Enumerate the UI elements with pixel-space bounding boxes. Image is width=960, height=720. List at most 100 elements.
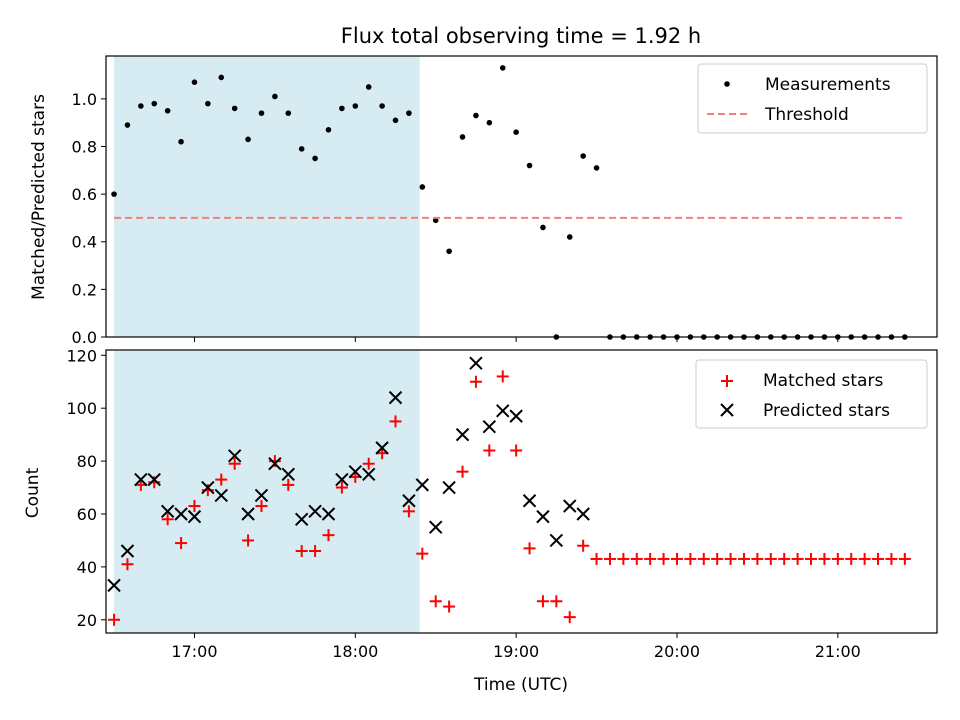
matched-stars-point <box>590 552 603 565</box>
matched-stars-point <box>550 595 563 608</box>
measurements-point <box>151 100 158 107</box>
matched-stars-point <box>536 595 549 608</box>
matched-stars-point <box>805 552 818 565</box>
y-tick-label: 40 <box>77 558 97 577</box>
measurements-point <box>540 224 546 231</box>
matched-stars-point <box>764 552 777 565</box>
measurements-point <box>566 234 573 240</box>
matched-stars-point <box>483 444 496 457</box>
measurements-point <box>593 165 600 171</box>
predicted-stars-point-b <box>576 507 590 521</box>
predicted-stars-point <box>120 544 135 558</box>
predicted-stars-point <box>402 494 416 508</box>
matched-stars-point <box>845 552 858 565</box>
predicted-stars-point-b <box>107 578 121 593</box>
x-tick-label: 18:00 <box>332 642 378 661</box>
predicted-stars-point-b <box>469 356 483 370</box>
matched-stars-point <box>577 539 590 552</box>
predicted-stars-point <box>241 507 255 521</box>
predicted-stars-point-b <box>388 390 403 405</box>
matched-stars-point <box>778 552 791 565</box>
matched-stars-point <box>711 552 724 565</box>
matched-stars-point <box>456 465 469 478</box>
legend-predicted-marker <box>720 403 734 417</box>
matched-stars-point <box>523 542 536 555</box>
bottom-panel-legend: Matched stars Predicted stars <box>695 359 928 429</box>
x-tick-label: 21:00 <box>815 642 861 661</box>
bottom-panel-x-label: Time (UTC) <box>473 675 568 695</box>
measurements-point <box>272 93 278 100</box>
matched-stars-point <box>282 478 295 491</box>
measurements-point <box>339 105 345 112</box>
measurements-point <box>325 127 332 133</box>
predicted-stars-point <box>348 464 363 479</box>
predicted-stars-point-b <box>429 520 443 534</box>
legend-matched-marker <box>721 375 733 387</box>
measurements-point <box>218 74 225 81</box>
bottom-panel-frame <box>105 349 938 634</box>
bottom-panel: 20 40 60 80 100 120 17:00 18:00 19:00 20:00 21:00… <box>23 346 938 695</box>
matched-stars-point <box>416 547 429 560</box>
predicted-stars-point-b <box>509 409 523 423</box>
predicted-stars-point <box>522 494 537 508</box>
measurements-point <box>298 146 305 152</box>
top-panel-frame <box>105 55 938 338</box>
predicted-stars-point-b <box>294 512 309 526</box>
y-tick-label: 0.0 <box>72 328 97 347</box>
predicted-stars-point <box>536 509 550 524</box>
predicted-stars-point-b <box>187 509 202 524</box>
bottom-panel-y-ticks: 20 40 60 80 100 120 <box>66 346 106 630</box>
predicted-stars-point-b <box>241 507 255 521</box>
y-tick-label: 0.4 <box>72 233 97 252</box>
matched-stars-point <box>724 552 737 565</box>
matched-stars-point <box>630 552 643 565</box>
bottom-panel-x-ticks: 17:00 18:00 19:00 20:00 21:00 <box>171 633 861 661</box>
matched-stars-point <box>389 415 402 428</box>
predicted-stars-point <box>308 504 322 519</box>
predicted-stars-point <box>214 488 228 503</box>
predicted-stars-point-b <box>120 544 135 558</box>
matched-stars-point <box>563 611 576 624</box>
predicted-stars-point <box>482 419 497 434</box>
predicted-stars-point <box>563 499 577 513</box>
measurements-point <box>124 122 131 128</box>
measurements-point <box>379 103 385 109</box>
measurements-point <box>312 155 318 162</box>
matched-stars-point <box>737 552 750 565</box>
predicted-stars-point <box>134 472 148 487</box>
matched-stars-point <box>791 552 804 565</box>
matched-stars-point <box>831 552 844 565</box>
predicted-stars-point-b <box>254 488 269 503</box>
predicted-stars-point-b <box>361 467 376 482</box>
y-tick-label: 100 <box>66 399 97 418</box>
predicted-stars-point-b <box>174 507 188 521</box>
matched-stars-point <box>228 457 241 470</box>
matched-stars-point <box>215 473 228 486</box>
top-panel: 0.0 0.2 0.4 0.6 0.8 1.0 Matched/Predicted sta… <box>29 55 938 347</box>
y-tick-label: 0.8 <box>72 137 97 156</box>
predicted-stars-point <box>469 356 483 370</box>
measurements-point <box>406 110 412 116</box>
x-tick-label: 19:00 <box>493 642 539 661</box>
predicted-stars-point <box>335 472 349 487</box>
matched-stars-point <box>402 505 415 518</box>
predicted-stars-point <box>442 480 456 495</box>
matched-stars-point <box>469 375 482 388</box>
predicted-stars-point <box>281 467 295 482</box>
predicted-stars-point-b <box>522 494 537 508</box>
matched-stars-point <box>175 537 188 550</box>
predicted-stars-point <box>361 467 376 482</box>
measurements-point <box>138 103 144 109</box>
legend-predicted-label: Predicted stars <box>763 401 890 421</box>
y-tick-label: 20 <box>77 611 97 630</box>
predicted-stars-point <box>174 507 188 521</box>
matched-stars-point <box>108 613 121 626</box>
matched-stars-point <box>697 552 710 565</box>
measurements-point <box>178 138 184 145</box>
predicted-stars-point-b <box>268 457 282 471</box>
bottom-panel-y-label: Count <box>23 467 43 518</box>
legend-measurements-marker <box>724 81 730 87</box>
predicted-stars-point <box>227 449 242 463</box>
predicted-stars-point <box>496 404 510 418</box>
top-panel-y-ticks: 0.0 0.2 0.4 0.6 0.8 1.0 <box>72 90 106 347</box>
